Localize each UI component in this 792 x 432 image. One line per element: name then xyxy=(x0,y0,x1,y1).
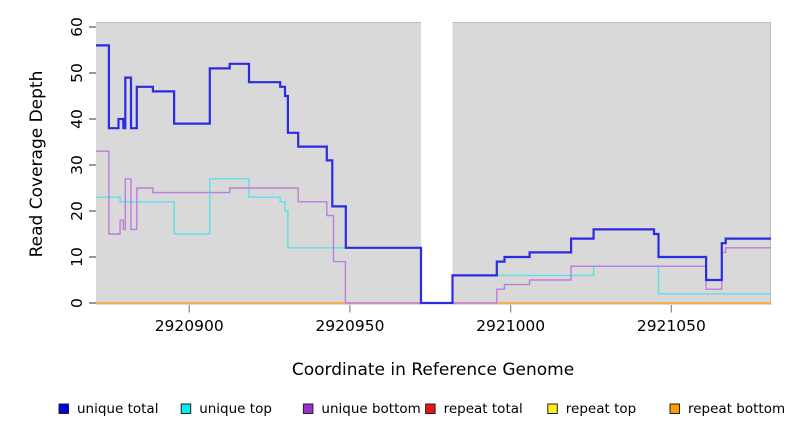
legend-swatch xyxy=(180,403,192,414)
legend-item-unique-top: unique top xyxy=(180,401,272,417)
legend-swatch xyxy=(302,403,314,414)
legend-swatch xyxy=(547,403,558,414)
chart-layers: 0 10 20 30 40 50 60 2920900 2920950 2921000 292105… xyxy=(68,15,771,335)
legend-swatch xyxy=(669,403,680,414)
legend-item-repeat-bottom: repeat bottom xyxy=(669,401,785,417)
y-axis-tick-label: 20 xyxy=(68,201,86,221)
y-axis-tick-label: 60 xyxy=(68,17,86,37)
panel-border xyxy=(96,22,771,305)
legend-item-unique-bottom: unique bottom xyxy=(302,401,421,417)
x-axis-tick-label: 2921050 xyxy=(637,317,706,335)
legend-item-repeat-total: repeat total xyxy=(425,401,523,417)
legend-label: repeat top xyxy=(566,401,636,417)
legend-item-repeat-top: repeat top xyxy=(547,401,636,417)
y-axis-tick-label: 0 xyxy=(68,298,86,308)
legend-label: unique top xyxy=(199,401,272,417)
x-axis-tick-label: 2920900 xyxy=(155,317,224,335)
x-axis-title: Coordinate in Reference Genome xyxy=(292,360,574,380)
legend-label: unique bottom xyxy=(321,401,420,417)
y-axis-tick-label: 50 xyxy=(68,63,86,83)
legend-label: repeat total xyxy=(444,401,523,417)
legend-swatch xyxy=(58,403,69,414)
x-axis-tick-label: 2920950 xyxy=(315,317,384,335)
series-line-unique-total xyxy=(96,44,771,305)
legend-label: repeat bottom xyxy=(688,401,785,417)
series-line-unique-top xyxy=(96,178,771,304)
y-axis-title: Read Coverage Depth xyxy=(27,71,47,258)
legend-item-unique-total: unique total xyxy=(58,401,158,417)
masked-gap-region xyxy=(420,15,453,305)
y-axis-tick-label: 10 xyxy=(68,247,86,267)
legend-swatch xyxy=(425,403,436,414)
chart-legend: unique total unique top unique bottom repea… xyxy=(58,401,785,417)
y-axis-tick-label: 40 xyxy=(68,109,86,129)
x-axis-tick-label: 2921000 xyxy=(476,317,545,335)
legend-label: unique total xyxy=(77,401,158,417)
series-line-unique-bottom xyxy=(96,150,771,304)
y-axis-tick-label: 30 xyxy=(68,155,86,175)
